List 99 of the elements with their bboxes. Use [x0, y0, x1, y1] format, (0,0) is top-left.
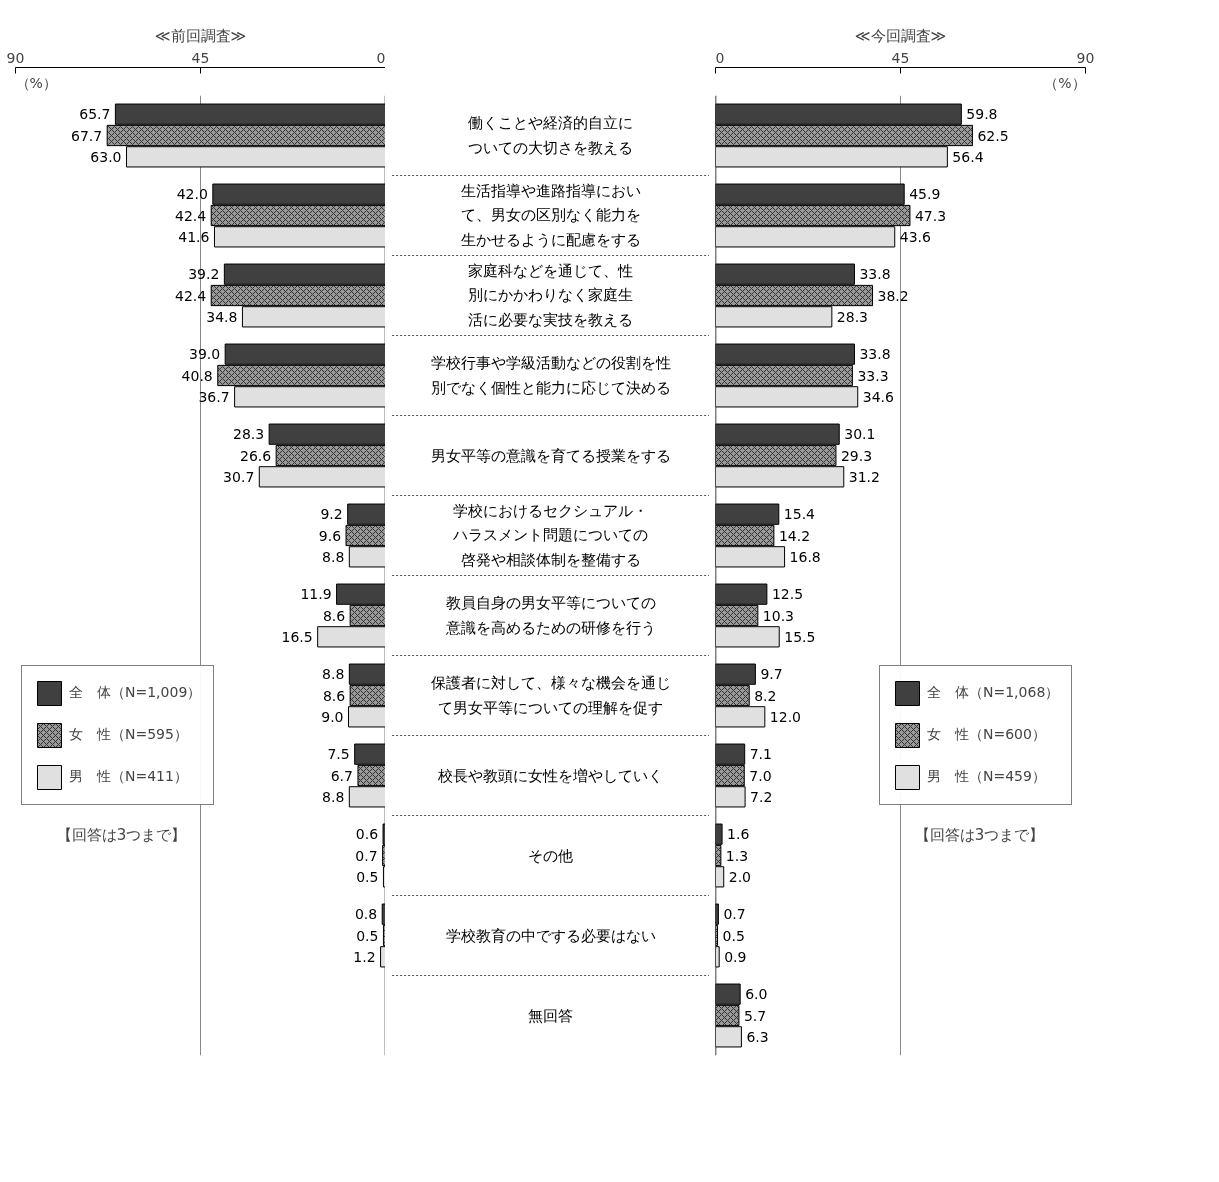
- data-label: 0.6: [355, 826, 379, 843]
- data-label: 0.5: [722, 927, 745, 944]
- data-label: 0.7: [355, 847, 378, 864]
- data-label: 41.6: [178, 228, 210, 245]
- x-tick-label: 90: [6, 49, 25, 66]
- data-label: 28.3: [232, 426, 265, 443]
- data-label: 8.6: [322, 687, 346, 704]
- data-label: 7.5: [327, 746, 350, 763]
- data-label: 39.0: [188, 346, 221, 363]
- data-label: 14.2: [778, 527, 811, 544]
- y-tick-label: 働くことや経済的自立についての大切さを教える: [468, 114, 633, 157]
- data-label: 8.8: [322, 788, 345, 805]
- data-label: 0.5: [356, 868, 379, 885]
- data-label: 16.8: [789, 548, 821, 565]
- data-label: 33.8: [859, 346, 891, 363]
- data-label: 8.8: [322, 548, 345, 565]
- data-label: 34.8: [206, 308, 238, 325]
- data-label: 67.7: [71, 127, 103, 144]
- data-label: 0.7: [723, 906, 746, 923]
- y-tick-label: 男女平等の意識を育てる授業をする: [430, 446, 671, 465]
- data-label: 15.5: [784, 628, 816, 645]
- data-label: 0.8: [354, 906, 378, 923]
- x-tick-label: 0: [376, 49, 386, 66]
- data-label: 36.7: [198, 388, 230, 405]
- x-axis-title: （%）: [1044, 74, 1086, 91]
- data-label: 8.6: [322, 607, 346, 624]
- y-tick-label: 学校におけるセクシュアル・ハラスメント問題についての啓発や相談体制を整備する: [452, 502, 648, 569]
- data-label: 63.0: [90, 148, 122, 165]
- chart-title: ≪前回調査≫: [154, 26, 247, 45]
- x-tick-label: 45: [891, 49, 910, 66]
- data-label: 42.4: [175, 207, 207, 224]
- annotation: 【回答は3つまで】: [914, 825, 1045, 844]
- data-label: 7.2: [750, 788, 773, 805]
- y-tick-label: 無回答: [528, 1006, 573, 1025]
- legend-label: 男 性（N=411）: [69, 768, 189, 786]
- y-tick-label: 学校教育の中でする必要はない: [445, 926, 656, 945]
- legend-label: 全 体（N=1,068）: [927, 684, 1060, 702]
- data-label: 0.5: [356, 927, 379, 944]
- y-tick-label: その他: [528, 846, 573, 865]
- data-label: 45.9: [909, 186, 941, 203]
- chart-title: ≪今回調査≫: [854, 26, 947, 45]
- data-label: 33.3: [857, 367, 889, 384]
- legend-label: 女 性（N=600）: [927, 726, 1047, 744]
- data-label: 0.9: [724, 948, 747, 965]
- data-label: 1.3: [725, 847, 749, 864]
- data-label: 16.5: [281, 628, 313, 645]
- legend-label: 全 体（N=1,009）: [69, 684, 202, 702]
- data-label: 34.6: [862, 388, 895, 405]
- data-label: 47.3: [914, 207, 947, 224]
- data-label: 12.5: [771, 586, 804, 603]
- x-axis-title: （%）: [15, 74, 57, 91]
- data-label: 9.2: [320, 506, 343, 523]
- data-label: 40.8: [181, 367, 213, 384]
- data-label: 26.6: [239, 447, 272, 464]
- data-label: 30.1: [844, 426, 876, 443]
- y-tick-label: 学校行事や学級活動などの役割を性別でなく個性と能力に応じて決める: [430, 354, 671, 397]
- data-label: 65.7: [79, 106, 111, 123]
- data-label: 9.7: [760, 666, 783, 683]
- data-label: 59.8: [966, 106, 998, 123]
- data-label: 28.3: [836, 308, 869, 325]
- data-label: 8.2: [754, 687, 777, 704]
- y-tick-label: 校長や教頭に女性を増やしていく: [437, 766, 663, 785]
- data-label: 29.3: [840, 447, 873, 464]
- data-label: 9.0: [321, 708, 344, 725]
- data-label: 62.5: [977, 127, 1009, 144]
- data-label: 5.7: [743, 1007, 767, 1024]
- data-label: 1.6: [727, 826, 750, 843]
- x-tick-label: 45: [191, 49, 210, 66]
- data-label: 2.0: [728, 868, 751, 885]
- data-label: 9.6: [318, 527, 342, 544]
- data-label: 10.3: [762, 607, 795, 624]
- data-label: 38.2: [877, 287, 909, 304]
- data-label: 42.0: [176, 186, 208, 203]
- data-label: 7.0: [749, 767, 772, 784]
- annotation: 【回答は3つまで】: [56, 825, 187, 844]
- legend-label: 男 性（N=459）: [927, 768, 1047, 786]
- data-label: 7.1: [749, 746, 772, 763]
- data-label: 12.0: [769, 708, 802, 725]
- data-label: 1.2: [353, 948, 376, 965]
- data-label: 6.3: [746, 1028, 769, 1045]
- legend-label: 女 性（N=595）: [69, 726, 189, 744]
- data-label: 56.4: [952, 148, 984, 165]
- data-label: 31.2: [848, 468, 880, 485]
- y-tick-label: 家庭科などを通じて、性別にかかわりなく家庭生活に必要な実技を教える: [468, 262, 633, 329]
- x-tick-label: 0: [715, 49, 725, 66]
- data-label: 15.4: [783, 506, 816, 523]
- data-label: 8.8: [322, 666, 345, 683]
- data-label: 11.9: [300, 586, 332, 603]
- y-tick-label: 生活指導や進路指導において、男女の区別なく能力を生かせるように配慮をする: [460, 182, 641, 249]
- data-label: 6.7: [330, 767, 353, 784]
- x-tick-label: 90: [1076, 49, 1095, 66]
- data-label: 39.2: [188, 266, 220, 283]
- data-label: 33.8: [859, 266, 891, 283]
- data-label: 42.4: [175, 287, 207, 304]
- y-tick-label: 保護者に対して、様々な機会を通じて男女平等についての理解を促す: [430, 674, 671, 717]
- data-label: 43.6: [899, 228, 932, 245]
- data-label: 6.0: [745, 986, 768, 1003]
- y-tick-label: 教員自身の男女平等についての意識を高めるための研修を行う: [444, 594, 656, 637]
- data-label: 30.7: [223, 468, 255, 485]
